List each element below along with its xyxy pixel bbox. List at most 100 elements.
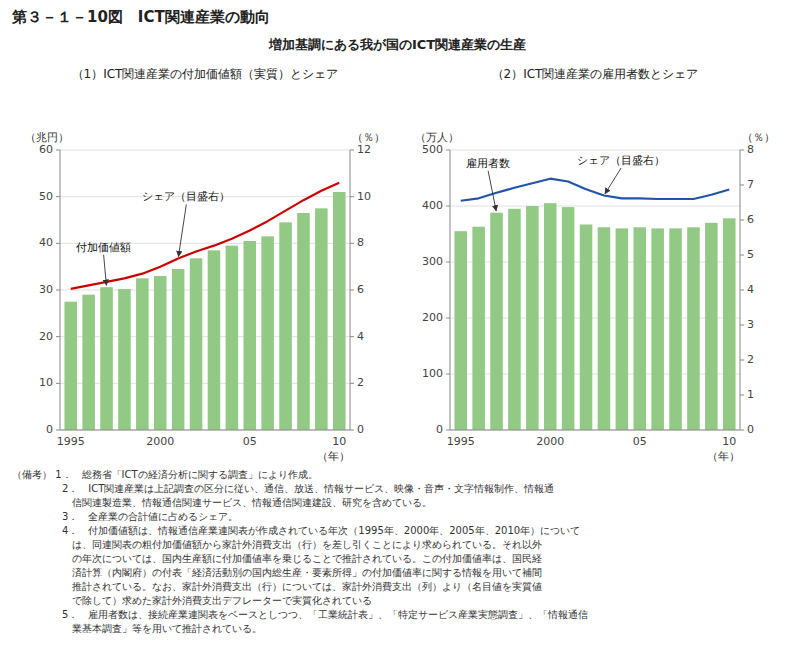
bar <box>190 258 203 430</box>
x-tick-label: 1995 <box>57 435 85 448</box>
bar <box>82 295 95 430</box>
note: 業基本調査」等を用いて推計されている。 <box>12 623 262 634</box>
y2-tick <box>740 290 744 291</box>
annotation-arrow <box>104 255 107 285</box>
bar <box>544 203 557 430</box>
bar <box>616 228 629 430</box>
y2-tick <box>350 336 354 337</box>
figure-subtitle: 増加基調にある我が国のICT関連産業の生産 <box>268 37 526 52</box>
annotation-arrow <box>178 204 186 256</box>
y2-tick-label: 3 <box>747 318 754 331</box>
y-tick <box>56 290 60 291</box>
x-axis-label: （年） <box>707 450 740 463</box>
bar <box>687 227 700 430</box>
y-tick <box>446 150 450 151</box>
y-tick <box>446 374 450 375</box>
y2-tick-label: 7 <box>747 178 754 191</box>
y2-axis-line <box>350 150 351 430</box>
y-tick <box>56 383 60 384</box>
y2-axis-label: （％） <box>742 131 775 144</box>
y-tick-label: 300 <box>422 255 443 268</box>
y2-tick <box>740 185 744 186</box>
bar <box>454 231 467 430</box>
chart-title: （2）ICT関連産業の雇用者数とシェア <box>492 67 699 81</box>
x-axis-line <box>60 430 350 431</box>
annotation: シェア（目盛右） <box>142 190 230 203</box>
line <box>461 179 730 201</box>
y2-tick <box>350 150 354 151</box>
x-axis-label: （年） <box>317 450 350 463</box>
bar <box>651 228 664 430</box>
y-tick <box>56 150 60 151</box>
bar <box>64 302 77 430</box>
y2-tick <box>350 430 354 431</box>
x-tick-label: 10 <box>722 435 736 448</box>
y2-tick-label: 0 <box>747 423 754 436</box>
y2-tick <box>350 290 354 291</box>
y-tick-label: 20 <box>39 330 53 343</box>
y-tick-label: 400 <box>422 199 443 212</box>
y-tick <box>56 243 60 244</box>
y-tick <box>56 430 60 431</box>
chart-canvas: 第３－１－10図 ICT関連産業の動向増加基調にある我が国のICT関連産業の生産… <box>0 0 795 653</box>
y2-tick-label: 1 <box>747 388 754 401</box>
bar <box>208 250 221 430</box>
note: 信関連製造業、情報通信関連サービス、情報通信関連建設、研究を含めている。 <box>12 497 432 508</box>
y-tick-label: 500 <box>422 143 443 156</box>
chart-0: （1）ICT関連産業の付加価値額（実質）とシェア0102030405060024… <box>25 67 385 463</box>
y-tick-label: 10 <box>39 376 53 389</box>
plot-marks <box>454 179 735 430</box>
chart-1: （2）ICT関連産業の雇用者数とシェア010020030040050001234… <box>415 67 775 463</box>
y-tick-label: 0 <box>46 423 53 436</box>
y2-axis-line <box>740 150 741 430</box>
bar <box>100 287 113 430</box>
grid-line <box>450 430 740 431</box>
y-tick-label: 60 <box>39 143 53 156</box>
y2-tick <box>740 220 744 221</box>
bar <box>136 278 149 430</box>
bar <box>315 208 328 430</box>
y-tick <box>446 206 450 207</box>
note: 済計算（内閣府）の付表「経済活動別の国内総生産・要素所得」の付加価値率に関する情… <box>12 567 542 578</box>
bar <box>490 213 503 430</box>
y2-tick-label: 0 <box>357 423 364 436</box>
bar <box>705 223 718 430</box>
y-tick-label: 40 <box>39 236 53 249</box>
y2-tick-label: 10 <box>357 190 371 203</box>
grid-line <box>60 150 350 151</box>
y2-tick <box>740 150 744 151</box>
annotation: 付加価値額 <box>76 241 131 254</box>
bar <box>279 222 292 430</box>
y-tick <box>56 336 60 337</box>
x-tick-label: 05 <box>243 435 257 448</box>
annotation: 雇用者数 <box>466 157 510 170</box>
bar <box>261 236 274 430</box>
grid-line <box>450 206 740 207</box>
bar <box>669 228 682 430</box>
y2-tick <box>740 360 744 361</box>
y2-tick-label: 5 <box>747 248 754 261</box>
y-tick-label: 30 <box>39 283 53 296</box>
bar <box>154 276 167 430</box>
bar <box>562 207 575 430</box>
note: （備考） 1． 総務省「ICTの経済分析に関する調査」により作成。 <box>12 469 318 480</box>
bar <box>580 224 593 430</box>
grid-line <box>60 430 350 431</box>
chart-title: （1）ICT関連産業の付加価値額（実質）とシェア <box>72 67 339 81</box>
bar <box>598 227 611 430</box>
y2-tick-label: 6 <box>747 213 754 226</box>
note: は、同連関表の粗付加価値額から家計外消費支出（行）を差し引くことにより求められて… <box>12 539 542 550</box>
bar <box>723 218 736 430</box>
x-tick-label: 10 <box>332 435 346 448</box>
y-axis-line <box>450 150 451 430</box>
figure-title: 第３－１－10図 ICT関連産業の動向 <box>11 8 270 26</box>
annotation: シェア（目盛右） <box>577 154 665 167</box>
y2-tick <box>740 430 744 431</box>
y2-tick <box>350 196 354 197</box>
note: 4． 付加価値額は、情報通信産業連関表が作成されている年次（1995年、2000… <box>12 525 580 536</box>
bar <box>243 241 256 430</box>
x-tick-label: 2000 <box>536 435 564 448</box>
y-tick-label: 100 <box>422 367 443 380</box>
y-axis-line <box>60 150 61 430</box>
y2-tick <box>740 255 744 256</box>
